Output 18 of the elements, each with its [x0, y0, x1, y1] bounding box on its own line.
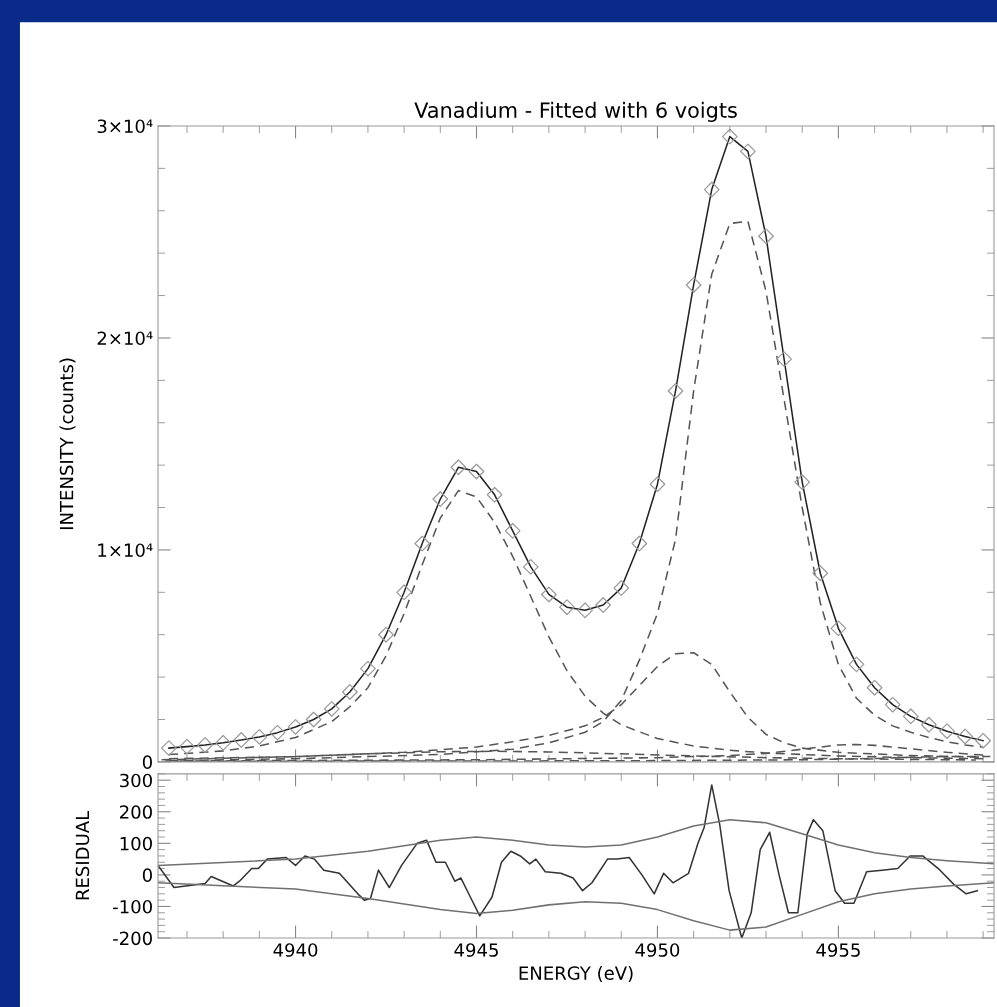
y-tick-label: 0: [142, 868, 152, 883]
y-tick-label: 200: [120, 805, 152, 819]
y-axis-title: RESIDUAL: [75, 810, 90, 900]
x-tick-label: 4945: [454, 943, 498, 957]
y-axis-title: INTENSITY (counts): [59, 358, 76, 530]
y-tick-label: 3×10⁴: [97, 119, 153, 134]
y-tick-label: 2×10⁴: [97, 331, 153, 346]
y-tick-label: -200: [113, 931, 152, 946]
y-tick-label: 0: [142, 755, 152, 770]
chart-title: Vanadium - Fitted with 6 voigts: [414, 101, 737, 122]
y-tick-label: -100: [113, 899, 152, 914]
x-tick-label: 4955: [816, 943, 860, 957]
y-tick-label: 1×10⁴: [98, 543, 153, 558]
x-tick-label: 4940: [273, 943, 318, 957]
x-tick-label: 4950: [635, 943, 680, 957]
y-tick-label: 100: [120, 836, 152, 851]
y-tick-label: 300: [120, 773, 152, 788]
x-axis-title: ENERGY (eV): [519, 965, 633, 983]
